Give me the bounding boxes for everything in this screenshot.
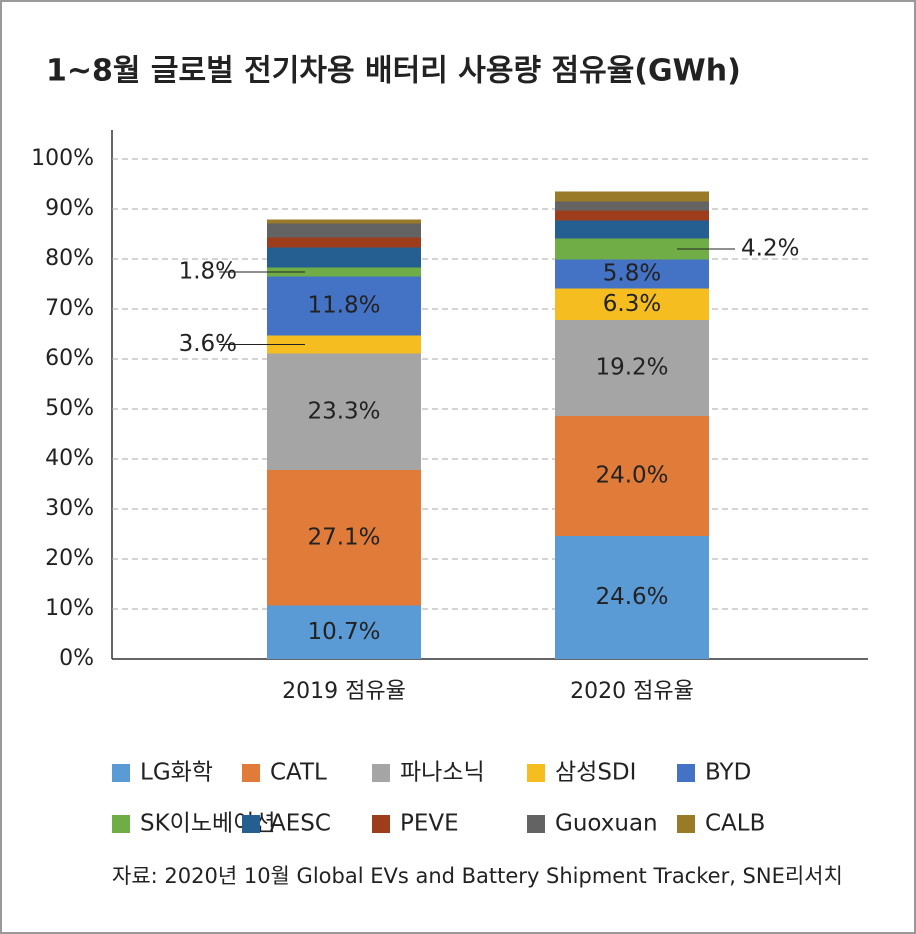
bar-segment <box>555 220 709 239</box>
legend-swatch <box>372 764 390 782</box>
legend-label: CALB <box>705 811 765 837</box>
x-tick-label: 2019 점유율 <box>282 679 406 704</box>
legend-label: 삼성SDI <box>555 760 636 786</box>
value-label: 27.1% <box>307 524 380 550</box>
legend-label: Guoxuan <box>555 811 658 837</box>
legend-label: AESC <box>270 811 331 837</box>
bar-segment <box>555 201 709 211</box>
bar-segment <box>555 238 709 260</box>
chart-title: 1~8월 글로벌 전기차용 배터리 사용량 점유율(GWh) <box>46 54 741 89</box>
legend-swatch <box>677 764 695 782</box>
value-label: 23.3% <box>307 398 380 424</box>
y-tick-label: 70% <box>45 296 94 321</box>
value-label: 5.8% <box>603 261 661 287</box>
y-tick-label: 80% <box>45 246 94 271</box>
bar-segment <box>267 605 421 659</box>
y-tick-label: 50% <box>45 396 94 421</box>
legend-swatch <box>372 815 390 833</box>
y-tick-label: 0% <box>59 646 94 671</box>
bar-segment <box>555 288 709 320</box>
source-note: 자료: 2020년 10월 Global EVs and Battery Shi… <box>112 864 843 888</box>
legend-label: LG화학 <box>140 760 213 786</box>
legend-swatch <box>112 815 130 833</box>
bar-segment <box>555 320 709 416</box>
bar-segment <box>555 536 709 659</box>
y-tick-label: 60% <box>45 346 94 371</box>
legend-label: CATL <box>270 760 327 786</box>
bar-segment <box>267 276 421 336</box>
legend-swatch <box>242 764 260 782</box>
legend-swatch <box>242 815 260 833</box>
y-tick-label: 10% <box>45 596 94 621</box>
bar-segment <box>267 247 421 268</box>
legend-swatch <box>527 815 545 833</box>
value-label: 3.6% <box>179 331 237 357</box>
legend-swatch <box>677 815 695 833</box>
y-tick-label: 100% <box>31 146 94 171</box>
value-label: 24.6% <box>595 584 668 610</box>
value-label: 24.0% <box>595 463 668 489</box>
y-tick-label: 20% <box>45 546 94 571</box>
legend-label: PEVE <box>400 811 459 837</box>
value-label: 10.7% <box>307 619 380 645</box>
x-tick-label: 2020 점유율 <box>570 679 694 704</box>
y-tick-label: 90% <box>45 196 94 221</box>
value-label: 19.2% <box>595 355 668 381</box>
legend-label: 파나소닉 <box>400 760 485 786</box>
legend-swatch <box>527 764 545 782</box>
bar-segment <box>267 219 421 224</box>
y-tick-label: 40% <box>45 446 94 471</box>
bar-segment <box>555 210 709 221</box>
bar-segment <box>267 223 421 238</box>
value-label: 1.8% <box>179 259 237 285</box>
legend-label: BYD <box>705 760 751 786</box>
value-label: 11.8% <box>307 293 380 319</box>
bar-segment <box>555 191 709 202</box>
bar-segment <box>267 237 421 248</box>
bar-segment <box>555 259 709 289</box>
bar-segment <box>267 470 421 606</box>
legend-swatch <box>112 764 130 782</box>
bar-segment <box>267 267 421 277</box>
bar-segment <box>267 353 421 470</box>
bar-segment <box>555 416 709 536</box>
y-tick-label: 30% <box>45 496 94 521</box>
value-label: 6.3% <box>603 291 661 317</box>
value-label: 4.2% <box>741 236 799 262</box>
bar-segment <box>267 335 421 354</box>
